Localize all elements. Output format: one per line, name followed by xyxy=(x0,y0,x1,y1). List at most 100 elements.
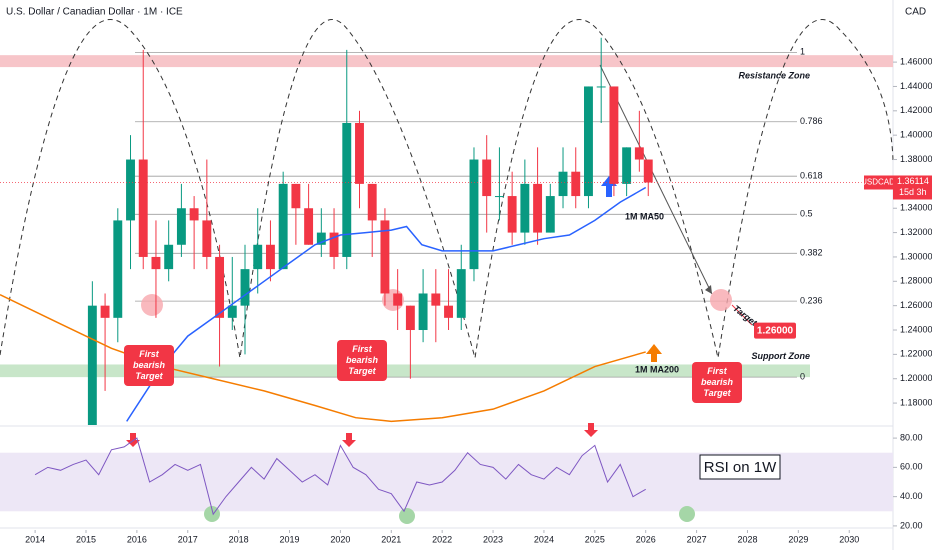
x-tick-label: 2016 xyxy=(127,534,147,544)
ma-label: 1M MA200 xyxy=(635,364,679,374)
annotation: First bearish Target xyxy=(337,340,387,381)
fib-label: 0 xyxy=(800,372,805,382)
candle-body xyxy=(176,208,186,245)
candle-body xyxy=(278,183,288,270)
target-marker xyxy=(710,289,732,311)
candle-body xyxy=(444,305,453,318)
candle-body xyxy=(113,220,123,318)
y-tick-label: 60.00 xyxy=(900,462,923,472)
x-tick-label: 2028 xyxy=(737,534,757,544)
candle-body xyxy=(431,293,441,306)
ma-line xyxy=(126,186,647,422)
x-tick-label: 2030 xyxy=(839,534,859,544)
x-tick-label: 2022 xyxy=(432,534,452,544)
countdown-label: 15d 3h xyxy=(899,187,927,197)
candle-body xyxy=(634,147,644,160)
y-tick-label: 1.26000 xyxy=(900,300,932,310)
candle-body xyxy=(507,196,517,233)
y-tick-label: 1.24000 xyxy=(900,324,932,334)
candle-body xyxy=(304,208,314,245)
zone xyxy=(0,364,810,378)
candle-body xyxy=(596,86,606,88)
candle-body xyxy=(329,232,339,257)
candle-body xyxy=(240,269,250,306)
candle-body xyxy=(456,269,466,318)
plot-area xyxy=(0,37,653,425)
x-tick-label: 2015 xyxy=(76,534,96,544)
target-marker xyxy=(141,294,163,316)
x-tick-label: 2017 xyxy=(178,534,198,544)
candle-body xyxy=(482,159,492,197)
x-tick-label: 2020 xyxy=(330,534,350,544)
rsi-arrow xyxy=(342,433,356,447)
candle-body xyxy=(469,159,479,270)
x-tick-label: 2027 xyxy=(687,534,707,544)
candle-body xyxy=(151,256,161,270)
candle-body xyxy=(393,293,403,306)
candle-body xyxy=(316,232,326,245)
annotation: First bearish Target xyxy=(124,345,174,386)
x-tick-label: 2024 xyxy=(534,534,554,544)
candle-body xyxy=(202,220,212,257)
y-tick-label: 1.20000 xyxy=(900,373,932,383)
candle-body xyxy=(558,171,568,197)
candle-body xyxy=(380,220,390,294)
target-value-label: 1.26000 xyxy=(757,325,794,336)
candle-body xyxy=(253,244,263,270)
rsi-low-marker xyxy=(399,508,415,524)
candle-body xyxy=(100,305,110,318)
candle-body xyxy=(138,159,148,257)
y-tick-label: 1.44000 xyxy=(900,81,932,91)
symbol-box xyxy=(864,175,893,190)
zone xyxy=(0,55,893,68)
y-tick-label: 1.38000 xyxy=(900,154,932,164)
candle-body xyxy=(291,183,301,209)
x-tick-label: 2023 xyxy=(483,534,503,544)
y-tick-label: 1.46000 xyxy=(900,56,932,66)
candle-body xyxy=(584,86,593,197)
target-link xyxy=(731,304,753,326)
y-tick-label: 1.42000 xyxy=(900,105,932,115)
zone-label: Support Zone xyxy=(752,351,811,361)
price-box xyxy=(893,175,932,200)
y-tick-label: 20.00 xyxy=(900,520,923,530)
candle-body xyxy=(405,305,415,331)
candle-body xyxy=(609,86,619,184)
candle-body xyxy=(215,256,225,318)
candle-body xyxy=(520,183,530,233)
candle-body xyxy=(355,122,364,184)
x-tick-label: 2025 xyxy=(585,534,605,544)
y-tick-label: 1.32000 xyxy=(900,227,932,237)
chart-title: U.S. Dollar / Canadian Dollar · 1M · ICE xyxy=(6,7,183,18)
ma200-arrow xyxy=(646,344,662,362)
arrow-head xyxy=(705,285,712,294)
x-tick-label: 2021 xyxy=(381,534,401,544)
y-tick-label: 1.40000 xyxy=(900,130,932,140)
candle-body xyxy=(643,159,653,183)
fib-label: 0.5 xyxy=(800,209,813,219)
candle-body xyxy=(418,293,428,331)
y-tick-label: 1.30000 xyxy=(900,251,932,261)
rsi-arrows xyxy=(126,423,598,447)
candle-body xyxy=(164,244,174,270)
candle-body xyxy=(227,305,237,318)
fib-label: 0.618 xyxy=(800,171,823,181)
y-tick-label: 40.00 xyxy=(900,491,923,501)
rsi-line xyxy=(34,437,646,516)
candle-body xyxy=(265,244,275,270)
annotation: First bearish Target xyxy=(692,362,742,403)
symbol-label: USDCAD xyxy=(861,178,895,187)
candle-body xyxy=(189,208,199,221)
ma-line xyxy=(0,294,646,423)
y-tick-label: 80.00 xyxy=(900,432,923,442)
candle-body xyxy=(367,183,377,221)
y-tick-label: 1.34000 xyxy=(900,203,932,213)
x-tick-label: 2029 xyxy=(788,534,808,544)
candle-body xyxy=(571,171,581,197)
candle-body xyxy=(342,122,352,257)
projection-arrow xyxy=(599,64,713,295)
x-tick-label: 2018 xyxy=(229,534,249,544)
fib-label: 0.382 xyxy=(800,248,823,258)
x-tick-label: 2014 xyxy=(25,534,45,544)
